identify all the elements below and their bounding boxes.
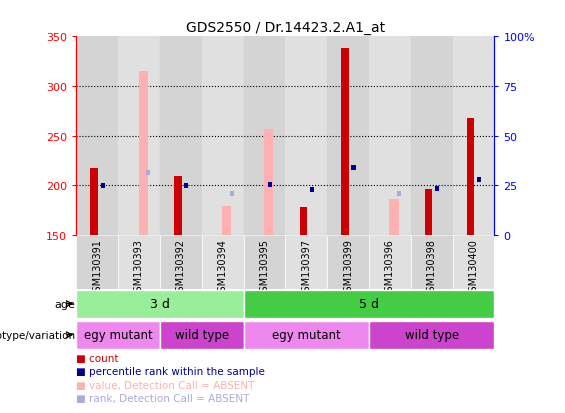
Bar	[268, 183, 272, 188]
Bar	[285, 37, 327, 235]
Text: 5 d: 5 d	[359, 297, 379, 311]
Bar	[285, 235, 327, 289]
Bar	[244, 235, 285, 289]
Bar	[76, 37, 118, 235]
Bar	[138, 72, 148, 235]
Bar	[174, 177, 181, 235]
Bar	[244, 291, 494, 318]
Bar	[90, 169, 98, 235]
Bar	[118, 37, 160, 235]
Bar	[244, 37, 285, 235]
Bar	[453, 235, 494, 289]
Text: egy mutant: egy mutant	[84, 328, 153, 342]
Bar	[341, 49, 349, 235]
Bar	[425, 190, 432, 235]
Text: GSM130393: GSM130393	[134, 238, 144, 297]
Text: ■ value, Detection Call = ABSENT: ■ value, Detection Call = ABSENT	[76, 380, 255, 390]
Bar	[184, 183, 188, 188]
Text: GSM130398: GSM130398	[427, 238, 437, 297]
Bar	[264, 129, 273, 235]
Text: wild type: wild type	[175, 328, 229, 342]
Text: genotype/variation: genotype/variation	[0, 330, 76, 340]
Bar	[397, 191, 401, 196]
Bar	[76, 291, 244, 318]
Bar	[351, 166, 355, 171]
Text: GSM130395: GSM130395	[259, 238, 270, 297]
Bar	[160, 235, 202, 289]
Bar	[244, 322, 369, 349]
Text: GSM130394: GSM130394	[218, 238, 228, 297]
Bar	[160, 322, 244, 349]
Text: ■ count: ■ count	[76, 354, 119, 363]
Bar	[202, 235, 244, 289]
Bar	[160, 37, 202, 235]
Bar	[369, 322, 494, 349]
Text: age: age	[55, 299, 76, 309]
Text: wild type: wild type	[405, 328, 459, 342]
Bar	[101, 183, 105, 188]
Bar	[327, 235, 369, 289]
Bar	[435, 186, 439, 191]
Text: egy mutant: egy mutant	[272, 328, 341, 342]
Text: ■ rank, Detection Call = ABSENT: ■ rank, Detection Call = ABSENT	[76, 393, 250, 403]
Bar	[310, 188, 314, 192]
Bar	[327, 37, 369, 235]
Bar	[299, 208, 307, 235]
Bar	[411, 235, 453, 289]
Bar	[222, 206, 232, 235]
Text: GSM130399: GSM130399	[343, 238, 353, 297]
Title: GDS2550 / Dr.14423.2.A1_at: GDS2550 / Dr.14423.2.A1_at	[186, 21, 385, 35]
Bar	[453, 37, 494, 235]
Bar	[230, 191, 234, 196]
Text: GSM130396: GSM130396	[385, 238, 395, 297]
Bar	[369, 37, 411, 235]
Text: GSM130397: GSM130397	[301, 238, 311, 297]
Bar	[202, 37, 244, 235]
Text: GSM130391: GSM130391	[92, 238, 102, 297]
Text: ■ percentile rank within the sample: ■ percentile rank within the sample	[76, 367, 265, 377]
Text: GSM130392: GSM130392	[176, 238, 186, 297]
Bar	[76, 235, 118, 289]
Bar	[477, 178, 481, 183]
Bar	[146, 171, 150, 176]
Bar	[411, 37, 453, 235]
Text: GSM130400: GSM130400	[468, 238, 479, 297]
Bar	[467, 119, 474, 235]
Bar	[118, 235, 160, 289]
Bar	[76, 322, 160, 349]
Bar	[369, 235, 411, 289]
Bar	[389, 200, 399, 235]
Text: 3 d: 3 d	[150, 297, 170, 311]
